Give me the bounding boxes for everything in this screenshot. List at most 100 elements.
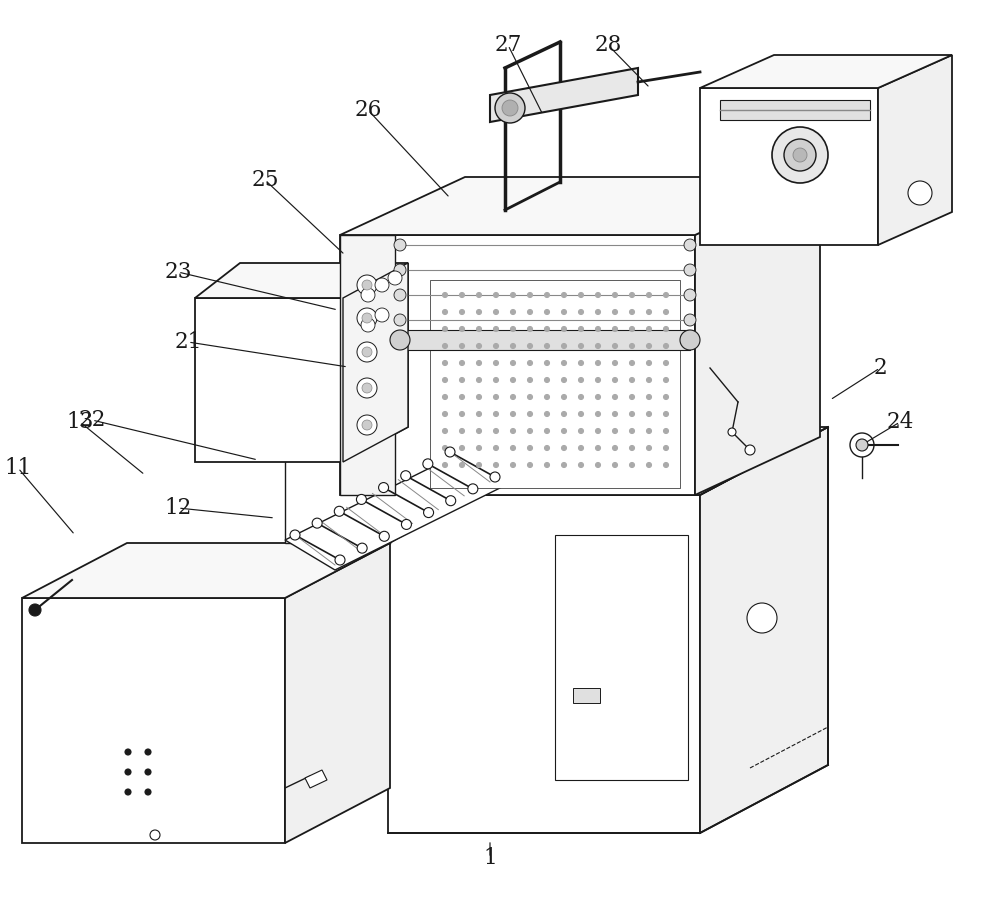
Text: 24: 24 [886,411,914,433]
Text: 12: 12 [164,497,192,519]
Circle shape [357,415,377,435]
Circle shape [362,347,372,357]
Circle shape [664,412,668,416]
Circle shape [684,239,696,251]
Circle shape [596,344,600,349]
Circle shape [388,271,402,285]
Circle shape [442,463,448,467]
Polygon shape [343,263,408,462]
Circle shape [728,428,736,436]
Circle shape [578,309,584,315]
Circle shape [562,429,566,433]
Circle shape [357,308,377,328]
Circle shape [477,412,482,416]
Circle shape [646,463,652,467]
Circle shape [312,518,322,528]
Circle shape [562,412,566,416]
Circle shape [578,395,584,399]
Circle shape [357,275,377,295]
Circle shape [544,327,550,332]
Circle shape [442,395,448,399]
Circle shape [494,395,498,399]
Circle shape [494,378,498,382]
Circle shape [477,463,482,467]
Circle shape [612,446,618,450]
Circle shape [379,531,389,541]
Circle shape [630,292,635,298]
Circle shape [612,429,618,433]
Circle shape [578,327,584,332]
Circle shape [423,459,433,469]
Polygon shape [700,55,952,88]
Circle shape [362,420,372,430]
Circle shape [460,327,464,332]
Circle shape [401,519,411,529]
Polygon shape [195,263,408,298]
Circle shape [511,395,516,399]
Circle shape [494,412,498,416]
Circle shape [477,395,482,399]
Circle shape [477,429,482,433]
Circle shape [646,292,652,298]
Circle shape [646,344,652,349]
Polygon shape [285,453,510,570]
Circle shape [646,412,652,416]
Circle shape [356,494,366,504]
Circle shape [511,344,516,349]
Circle shape [646,327,652,332]
Polygon shape [878,55,952,245]
Circle shape [375,308,389,322]
Text: 21: 21 [174,331,202,353]
Polygon shape [695,177,820,495]
Polygon shape [700,88,878,245]
Circle shape [460,292,464,298]
Circle shape [528,361,532,365]
Circle shape [357,544,367,553]
Circle shape [596,429,600,433]
Circle shape [362,280,372,290]
Circle shape [502,100,518,116]
Circle shape [680,330,700,350]
Circle shape [494,309,498,315]
Circle shape [612,378,618,382]
Circle shape [468,483,478,494]
Circle shape [612,395,618,399]
Circle shape [578,292,584,298]
Circle shape [596,327,600,332]
Circle shape [511,292,516,298]
Circle shape [630,463,635,467]
Circle shape [630,429,635,433]
Circle shape [511,429,516,433]
Circle shape [511,327,516,332]
Circle shape [612,361,618,365]
Circle shape [664,429,668,433]
Circle shape [477,309,482,315]
Circle shape [646,361,652,365]
Text: 22: 22 [78,409,106,431]
Circle shape [442,446,448,450]
Circle shape [528,292,532,298]
Circle shape [150,830,160,840]
Circle shape [362,383,372,393]
Polygon shape [340,235,695,495]
Polygon shape [400,330,690,350]
Circle shape [477,292,482,298]
Circle shape [290,530,300,540]
Text: 23: 23 [164,261,192,283]
Circle shape [477,327,482,332]
Circle shape [664,395,668,399]
Circle shape [442,361,448,365]
Circle shape [460,429,464,433]
Polygon shape [388,427,828,495]
Circle shape [477,378,482,382]
Circle shape [630,446,635,450]
Circle shape [684,314,696,326]
Circle shape [612,463,618,467]
Circle shape [495,93,525,123]
Circle shape [460,361,464,365]
Circle shape [460,378,464,382]
Polygon shape [22,598,285,843]
Circle shape [528,327,532,332]
Circle shape [664,327,668,332]
Circle shape [361,318,375,332]
